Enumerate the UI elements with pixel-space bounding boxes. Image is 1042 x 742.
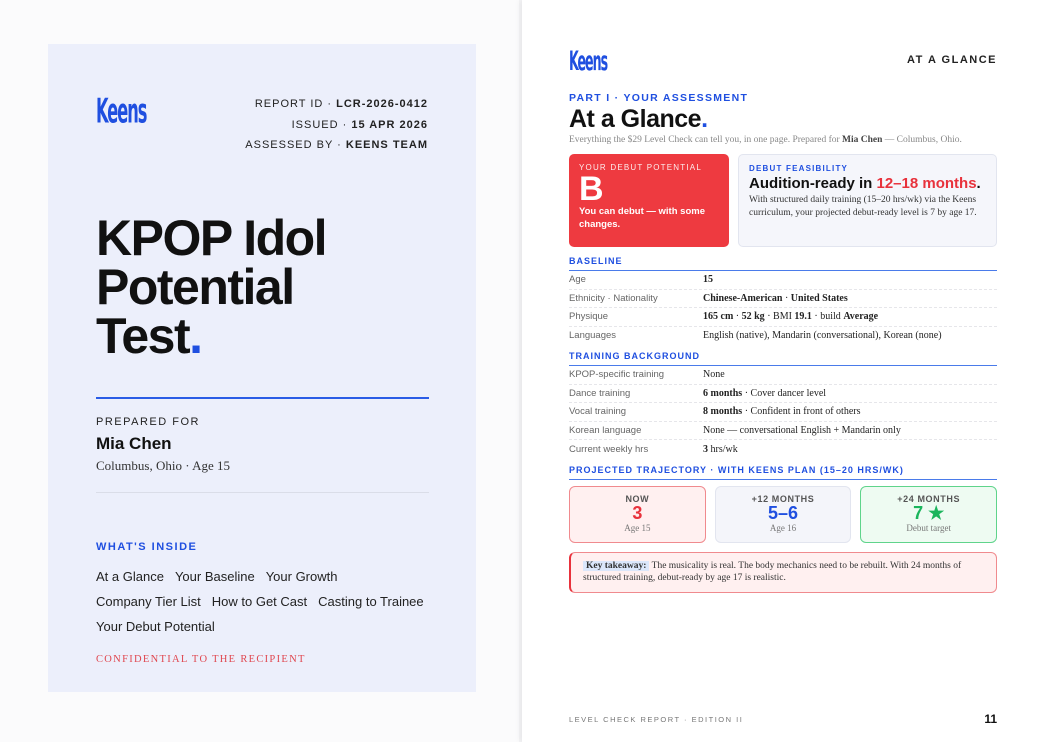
table-row: Ethnicity · Nationality Chinese-American … [569, 290, 997, 308]
training-table: KPOP-specific training None Dance training… [569, 366, 997, 459]
table-row: Age 15 [569, 271, 997, 290]
whats-inside-label: WHAT'S INSIDE [96, 541, 198, 553]
table-row: KPOP-specific training None [569, 366, 997, 385]
row-label: Dance training [569, 387, 631, 399]
page-title: At a Glance [569, 105, 702, 133]
debut-feasibility-card: DEBUT FEASIBILITY Audition-ready in 12–1… [738, 154, 997, 247]
contents-list: At a Glance Your Baseline Your Growth Compa… [96, 564, 436, 639]
intro-text: Everything the $29 Level Check can tell … [569, 135, 962, 145]
row-label: Ethnicity · Nationality [569, 292, 658, 304]
contents-item[interactable]: Your Baseline [174, 569, 255, 584]
table-row: Korean language None — conversational Eng… [569, 422, 997, 440]
row-value: 8 months · Confident in front of others [703, 406, 861, 418]
running-header: AT A GLANCE [906, 54, 997, 66]
takeaway-text: The musicality is real. The body mechani… [583, 560, 962, 584]
cover-card: Keens REPORT ID · LCR-2026-0412 ISSUED · … [48, 44, 476, 692]
trajectory-period: +24 MONTHS [897, 493, 961, 504]
key-takeaway: Key takeaway: The musicality is real. Th… [569, 551, 997, 593]
trajectory-level: 7 ★ [913, 502, 945, 523]
trajectory-card: +24 MONTHS 7 ★ Debut target [860, 485, 998, 543]
recipient-location: Columbus, Ohio · Age 15 [96, 458, 230, 473]
title-dot: . [189, 308, 203, 364]
title-line: KPOP Idol [96, 210, 328, 266]
trajectory-cards: NOW 3 Age 15 +12 MONTHS 5–6 Age 16 +24 MONTHS 7… [569, 485, 998, 543]
contents-item[interactable]: Your Growth [265, 569, 338, 584]
row-label: Current weekly hrs [569, 443, 649, 455]
row-value: None — conversational English + Mandarin… [703, 424, 901, 436]
row-label: Physique [569, 311, 609, 323]
takeaway-label: Key takeaway: [583, 560, 650, 571]
potential-label: YOUR DEBUT POTENTIAL [579, 163, 702, 172]
table-row: Languages English (native), Mandarin (con… [569, 327, 997, 346]
row-label: Languages [569, 330, 617, 342]
feasibility-label: DEBUT FEASIBILITY [749, 164, 849, 173]
title-dot: . [701, 105, 708, 133]
trajectory-level: 5–6 [767, 502, 799, 523]
trajectory-sub: Age 15 [624, 522, 651, 533]
recipient-name: Mia Chen [96, 434, 172, 453]
row-value: 3 hrs/wk [703, 443, 738, 455]
report-meta: REPORT ID · LCR-2026-0412 ISSUED · 15 APR… [245, 94, 428, 156]
trajectory-heading: PROJECTED TRAJECTORY · WITH KEENS PLAN (… [569, 465, 997, 480]
contents-item[interactable]: Company Tier List [96, 594, 201, 609]
row-value: English (native), Mandarin (conversation… [703, 330, 942, 342]
divider [96, 397, 429, 399]
contents-item[interactable]: How to Get Cast [211, 594, 308, 609]
title-line: Test [96, 308, 191, 364]
trajectory-period: NOW [625, 493, 650, 504]
feasibility-body: With structured daily training (15–20 hr… [749, 195, 977, 218]
trajectory-period: +12 MONTHS [751, 493, 815, 504]
trajectory-sub: Debut target [906, 522, 951, 533]
trajectory-card: +12 MONTHS 5–6 Age 16 [714, 485, 852, 543]
contents-item[interactable]: At a Glance [96, 569, 164, 584]
contents-item[interactable]: Your Debut Potential [96, 619, 215, 634]
divider [96, 492, 429, 493]
table-row: Vocal training 8 months · Confident in fr… [569, 403, 997, 422]
at-a-glance-page: Keens AT A GLANCE PART I · YOUR ASSESSME… [522, 0, 1042, 742]
title-line: Potential [96, 259, 295, 315]
meta-row: REPORT ID · LCR-2026-0412 [254, 98, 428, 110]
baseline-heading: BASELINE [569, 256, 997, 271]
trajectory-level: 3 [632, 502, 643, 523]
page-number: 11 [984, 712, 997, 726]
debut-potential-card: YOUR DEBUT POTENTIAL B You can debut — w… [569, 154, 729, 247]
baseline-table: Age 15 Ethnicity · Nationality Chinese-Amer… [569, 271, 997, 345]
meta-row: ASSESSED BY · KEENS TEAM [245, 139, 428, 151]
row-value: 6 months · Cover dancer level [703, 387, 827, 399]
section-kicker: PART I · YOUR ASSESSMENT [569, 92, 749, 104]
prepared-for-label: PREPARED FOR [96, 416, 200, 428]
meta-row: ISSUED · 15 APR 2026 [291, 118, 428, 131]
potential-grade: B [579, 170, 604, 208]
feasibility-headline: Audition-ready in 12–18 months. [749, 175, 981, 192]
confidential-note: CONFIDENTIAL TO THE RECIPIENT [96, 654, 306, 665]
keens-logo: Keens [569, 47, 608, 78]
table-row: Physique 165 cm · 52 kg · BMI 19.1 · buil… [569, 308, 997, 327]
row-label: Age [569, 274, 586, 286]
row-label: KPOP-specific training [569, 369, 665, 381]
row-value: Chinese-American · United States [703, 292, 848, 304]
cover-title: KPOP Idol Potential Test. [96, 210, 328, 364]
page-footer: LEVEL CHECK REPORT · EDITION II [569, 715, 744, 724]
row-label: Korean language [569, 424, 642, 436]
row-label: Vocal training [569, 406, 627, 418]
contents-item[interactable]: Casting to Trainee [318, 594, 424, 609]
table-row: Current weekly hrs 3 hrs/wk [569, 440, 997, 459]
cover-page: Keens REPORT ID · LCR-2026-0412 ISSUED · … [0, 0, 519, 742]
keens-logo: Keens [96, 92, 147, 132]
trajectory-sub: Age 16 [769, 522, 797, 533]
row-value: 165 cm · 52 kg · BMI 19.1 · build Averag… [703, 311, 879, 323]
training-heading: TRAINING BACKGROUND [569, 351, 997, 366]
trajectory-card: NOW 3 Age 15 [569, 485, 706, 543]
table-row: Dance training 6 months · Cover dancer le… [569, 385, 997, 403]
potential-text: You can debut — with some changes. [579, 206, 705, 230]
row-value: 15 [703, 274, 713, 286]
row-value: None [703, 369, 725, 381]
